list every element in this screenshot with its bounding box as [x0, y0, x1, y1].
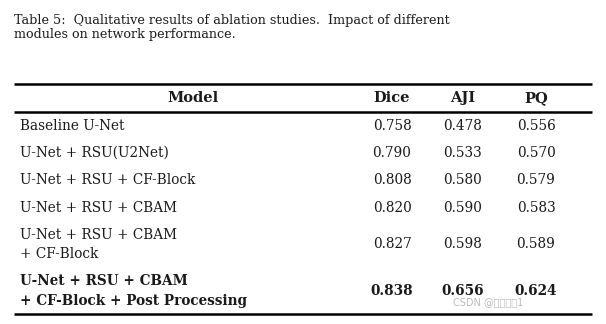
- Text: U-Net + RSU(U2Net): U-Net + RSU(U2Net): [20, 146, 169, 160]
- Text: 0.579: 0.579: [516, 173, 556, 187]
- Text: Table 5:  Qualitative results of ablation studies.  Impact of different: Table 5: Qualitative results of ablation…: [14, 14, 450, 27]
- Text: 0.790: 0.790: [373, 146, 411, 160]
- Text: U-Net + RSU + CBAM
+ CF-Block + Post Processing: U-Net + RSU + CBAM + CF-Block + Post Pro…: [20, 274, 247, 307]
- Text: 0.589: 0.589: [516, 237, 556, 251]
- Text: Model: Model: [167, 91, 219, 105]
- Text: U-Net + RSU + CBAM: U-Net + RSU + CBAM: [20, 201, 177, 214]
- Text: Dice: Dice: [374, 91, 410, 105]
- Text: 0.556: 0.556: [517, 119, 555, 133]
- Text: 0.808: 0.808: [373, 173, 411, 187]
- Text: 0.624: 0.624: [514, 284, 558, 298]
- Text: 0.590: 0.590: [444, 201, 482, 214]
- Text: U-Net + RSU + CF-Block: U-Net + RSU + CF-Block: [20, 173, 195, 187]
- Text: CSDN @小杨小杲1: CSDN @小杨小杲1: [453, 297, 523, 307]
- Text: Baseline U-Net: Baseline U-Net: [20, 119, 124, 133]
- Text: 0.758: 0.758: [373, 119, 411, 133]
- Text: PQ: PQ: [524, 91, 548, 105]
- Text: 0.570: 0.570: [517, 146, 555, 160]
- Text: 0.598: 0.598: [444, 237, 482, 251]
- Text: 0.583: 0.583: [517, 201, 555, 214]
- Text: AJI: AJI: [450, 91, 476, 105]
- Text: 0.838: 0.838: [371, 284, 413, 298]
- Text: U-Net + RSU + CBAM
+ CF-Block: U-Net + RSU + CBAM + CF-Block: [20, 228, 177, 261]
- Text: 0.827: 0.827: [373, 237, 411, 251]
- Text: 0.580: 0.580: [444, 173, 482, 187]
- Text: 0.656: 0.656: [442, 284, 484, 298]
- Text: 0.820: 0.820: [373, 201, 411, 214]
- Text: 0.478: 0.478: [444, 119, 482, 133]
- Text: modules on network performance.: modules on network performance.: [14, 28, 236, 41]
- Text: 0.533: 0.533: [444, 146, 482, 160]
